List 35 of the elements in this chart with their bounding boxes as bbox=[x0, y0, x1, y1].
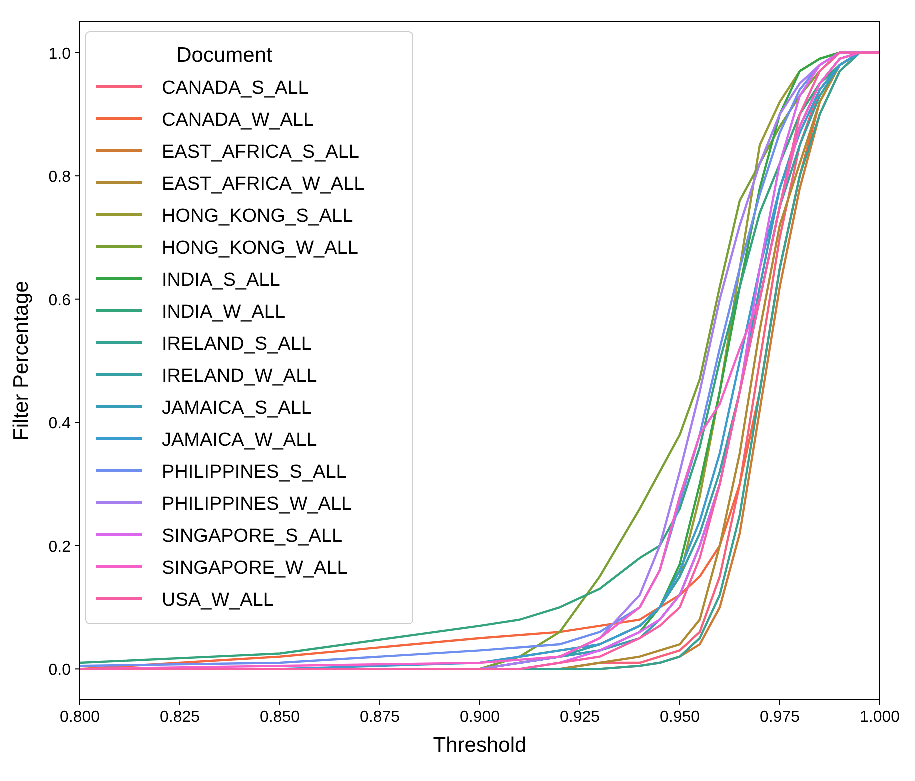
legend-label: HONG_KONG_S_ALL bbox=[162, 206, 354, 227]
x-tick-label: 0.900 bbox=[460, 709, 500, 726]
legend-label: PHILIPPINES_W_ALL bbox=[162, 494, 352, 515]
x-tick-label: 0.825 bbox=[160, 709, 200, 726]
legend-title: Document bbox=[176, 44, 273, 67]
y-axis-title: Filter Percentage bbox=[10, 281, 33, 441]
x-tick-label: 0.950 bbox=[660, 709, 700, 726]
y-tick-label: 1.0 bbox=[48, 46, 72, 63]
legend-label: HONG_KONG_W_ALL bbox=[162, 238, 358, 259]
legend-label: EAST_AFRICA_S_ALL bbox=[162, 142, 360, 163]
legend-label: SINGAPORE_W_ALL bbox=[162, 558, 348, 579]
legend-label: PHILIPPINES_S_ALL bbox=[162, 462, 347, 483]
x-tick-label: 0.875 bbox=[360, 709, 400, 726]
legend-label: INDIA_W_ALL bbox=[162, 302, 286, 323]
legend-label: USA_W_ALL bbox=[162, 590, 274, 611]
legend-label: CANADA_S_ALL bbox=[162, 78, 309, 99]
x-tick-label: 0.975 bbox=[760, 709, 800, 726]
legend-label: CANADA_W_ALL bbox=[162, 110, 314, 131]
x-tick-label: 0.925 bbox=[560, 709, 600, 726]
x-tick-label: 0.850 bbox=[260, 709, 300, 726]
legend-label: INDIA_S_ALL bbox=[162, 270, 280, 291]
y-tick-label: 0.8 bbox=[48, 169, 72, 186]
legend-label: JAMAICA_W_ALL bbox=[162, 430, 318, 451]
legend-label: SINGAPORE_S_ALL bbox=[162, 526, 343, 547]
y-tick-label: 0.4 bbox=[48, 416, 72, 433]
x-tick-label: 0.800 bbox=[60, 709, 100, 726]
legend-label: IRELAND_W_ALL bbox=[162, 366, 318, 387]
y-tick-label: 0.2 bbox=[48, 538, 72, 556]
legend-label: IRELAND_S_ALL bbox=[162, 334, 312, 355]
y-tick-label: 0.0 bbox=[48, 662, 72, 680]
x-tick-label: 1.000 bbox=[860, 709, 900, 726]
legend-label: EAST_AFRICA_W_ALL bbox=[162, 174, 365, 195]
y-tick-label: 0.6 bbox=[48, 292, 72, 310]
x-axis-title: Threshold bbox=[433, 734, 527, 757]
legend-label: JAMAICA_S_ALL bbox=[162, 398, 312, 419]
